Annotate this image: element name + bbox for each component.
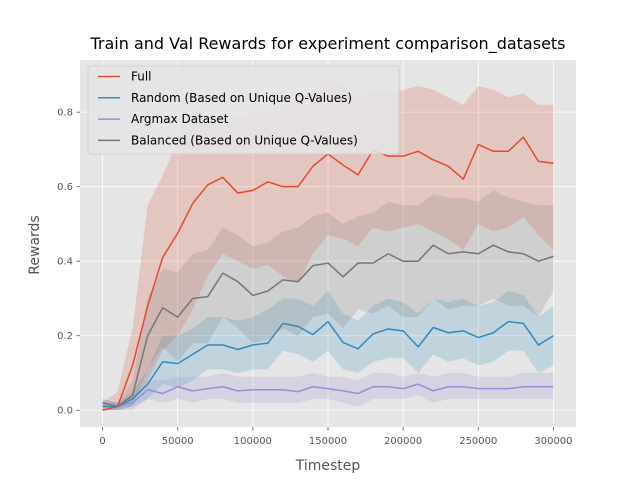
legend-label-argmax-dataset: Argmax Dataset <box>131 112 229 126</box>
legend-box <box>87 65 400 155</box>
y-tick-label: 0.4 <box>57 257 73 268</box>
line-random-based-on-unique-q-values <box>102 320 554 408</box>
x-tick-label: 100000 <box>234 436 272 447</box>
chart-title: Train and Val Rewards for experiment com… <box>89 34 565 54</box>
y-tick-label: 0.6 <box>57 182 73 193</box>
legend: Full Random (Based on Unique Q-Values) Arg… <box>87 65 400 155</box>
line-balanced-based-on-unique-q-values <box>102 244 554 408</box>
x-axis-label: Timestep <box>295 458 361 474</box>
x-tick-label: 200000 <box>384 436 422 447</box>
legend-label-balanced-based-on-unique-q-values: Balanced (Based on Unique Q-Values) <box>131 133 358 147</box>
x-tick-label: 250000 <box>459 436 497 447</box>
legend-label-full: Full <box>131 70 152 84</box>
band-full <box>102 78 554 411</box>
line-argmax-dataset <box>102 383 554 408</box>
x-tick-label: 150000 <box>309 436 347 447</box>
series-lines <box>102 136 554 411</box>
legend-label-random-based-on-unique-q-values: Random (Based on Unique Q-Values) <box>131 91 352 105</box>
y-tick-label: 0.2 <box>57 331 73 342</box>
band-random-based-on-unique-q-values <box>102 291 554 411</box>
x-tick-label: 0 <box>99 436 105 447</box>
x-tick-label: 50000 <box>162 436 194 447</box>
band-balanced-based-on-unique-q-values <box>102 190 554 411</box>
y-tick-label: 0.8 <box>57 108 73 119</box>
axis-ticks: 0 50000 100000 150000 200000 250000 300000 0.0 0… <box>57 108 572 447</box>
x-tick-label: 300000 <box>534 436 572 447</box>
band-argmax-dataset <box>102 372 554 411</box>
y-tick-label: 0.0 <box>57 406 73 417</box>
y-axis-label: Rewards <box>27 215 43 274</box>
confidence-bands <box>102 78 554 411</box>
